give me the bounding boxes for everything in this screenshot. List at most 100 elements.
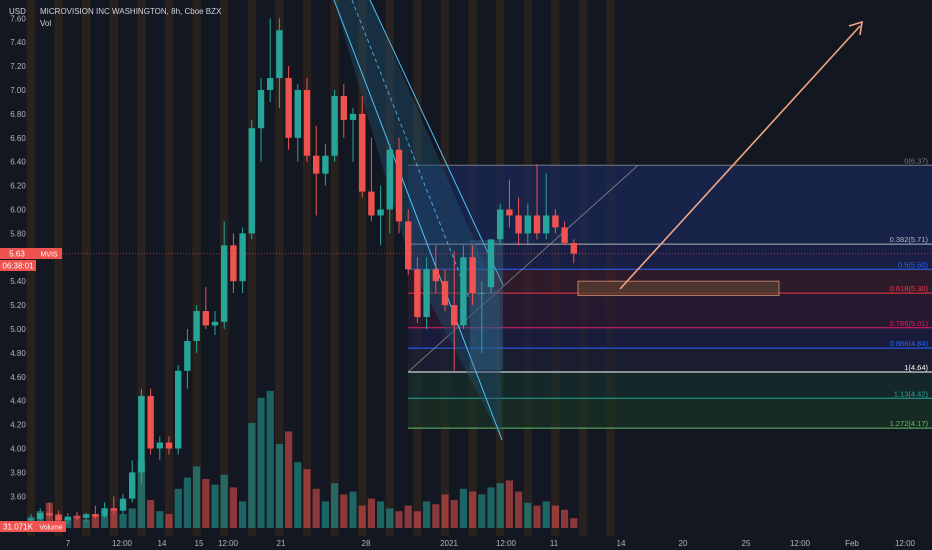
candle-body — [460, 257, 467, 326]
candle-body — [276, 30, 283, 79]
y-tick-label: 4.80 — [10, 349, 26, 358]
candle-body — [202, 311, 209, 326]
session-stripe — [109, 0, 118, 536]
volume-bar — [459, 488, 467, 528]
candle-body — [487, 239, 495, 288]
volume-bar — [367, 498, 375, 528]
volume-badge-value: 31.071K — [3, 523, 33, 532]
fib-trend-line[interactable] — [407, 164, 639, 373]
candle-body — [257, 90, 265, 129]
volume-bar — [487, 487, 495, 528]
candle-body — [221, 245, 228, 322]
x-tick-label: 12:00 — [895, 539, 916, 548]
candle-body — [37, 513, 44, 520]
volume-bar — [570, 518, 578, 528]
candle-body — [193, 311, 200, 341]
volume-bar — [193, 466, 201, 528]
volume-indicator-label[interactable]: Vol — [40, 19, 51, 28]
x-tick-label: 12:00 — [496, 539, 517, 548]
fibonacci-retracement[interactable]: 0(6.37) 0.382(5.71) 0.5(5.50) 0.618(5.30) 0.… — [407, 156, 932, 429]
y-tick-label: 6.00 — [10, 206, 26, 215]
volume-bar — [165, 514, 173, 528]
volume-bar — [73, 515, 81, 528]
session-stripe — [82, 0, 91, 536]
session-stripe — [192, 0, 201, 536]
fib-level-label: 1.13(4.42) — [894, 389, 929, 398]
volume-bar — [533, 505, 541, 528]
x-tick-label: 14 — [617, 539, 626, 548]
volume-bar — [183, 477, 191, 528]
candle-body — [543, 215, 550, 234]
session-stripe — [275, 0, 284, 536]
y-tick-label: 7.20 — [10, 62, 26, 71]
channel-line-upper[interactable] — [369, 0, 504, 286]
volume-bar — [174, 488, 182, 528]
fib-level-label: 0.382(5.71) — [890, 235, 929, 244]
candle-body — [386, 149, 393, 210]
volume-bar — [404, 505, 412, 528]
projection-arrow-line[interactable] — [619, 25, 861, 290]
candle-body — [239, 233, 246, 282]
volume-bar — [358, 505, 366, 528]
y-tick-label: 4.20 — [10, 421, 26, 430]
y-tick-label: 6.80 — [10, 110, 26, 119]
session-stripe — [137, 0, 146, 536]
candle-body — [441, 281, 449, 306]
fib-zone — [408, 244, 932, 270]
candle-body — [138, 395, 145, 473]
y-tick-label: 6.20 — [10, 182, 26, 191]
volume-bar — [239, 501, 247, 528]
candle-body — [340, 95, 347, 120]
volume-bar — [110, 509, 118, 528]
x-tick-label: 7 — [66, 539, 71, 548]
volume-bar — [147, 500, 155, 528]
volume-bar — [423, 501, 431, 528]
x-tick-label: 11 — [550, 539, 559, 548]
session-stripe — [302, 0, 312, 536]
candle-body — [92, 514, 99, 517]
volume-bar — [275, 444, 283, 528]
volume-bar — [478, 494, 486, 528]
y-tick-label: 5.40 — [10, 277, 26, 286]
candle-body — [405, 221, 412, 270]
drawings-layer[interactable] — [0, 20, 932, 297]
fib-level-label: 1(4.64) — [904, 363, 928, 372]
candle-body — [497, 209, 504, 240]
candle-body — [506, 209, 513, 216]
volume-bar — [266, 390, 274, 528]
candlestick-series — [27, 18, 577, 524]
candle-body — [129, 472, 136, 499]
fib-level-label: 0(6.37) — [904, 156, 928, 165]
volume-bar — [377, 501, 385, 528]
price-axis[interactable]: 7.60 7.40 7.20 7.00 6.80 6.60 6.40 6.20 6.00 5.80… — [10, 14, 26, 501]
volume-bar — [469, 491, 477, 528]
fib-level-label: 0.5(5.50) — [898, 260, 929, 269]
target-zone-box[interactable] — [577, 280, 780, 297]
candle-body — [414, 269, 421, 318]
volume-bar — [551, 505, 559, 528]
candle-body — [175, 370, 182, 449]
symbol-title[interactable]: MICROVISION INC WASHINGTON, 8h, Cboe BZX — [40, 7, 222, 16]
volume-bar — [229, 487, 237, 528]
y-tick-label: 3.60 — [10, 492, 26, 501]
time-axis-background — [0, 536, 932, 550]
trend-channel[interactable] — [333, 0, 504, 441]
candle-body — [533, 215, 541, 234]
y-tick-label: 7.60 — [10, 14, 26, 23]
candle-body — [83, 514, 90, 518]
volume-bar — [156, 511, 164, 528]
volume-bar — [432, 504, 440, 528]
volume-bar — [441, 494, 449, 528]
candle-body — [395, 149, 403, 222]
x-tick-label: 28 — [362, 539, 371, 548]
candle-body — [101, 508, 108, 517]
channel-line-lower[interactable] — [333, 0, 503, 441]
volume-bar — [312, 488, 320, 528]
time-axis[interactable]: 7 12:00 14 15 12:00 21 28 2021 12:00 11 14 20 25 12:0… — [0, 536, 932, 550]
volume-bar — [91, 514, 99, 528]
volume-bar — [561, 509, 569, 528]
fib-zone — [408, 372, 932, 399]
candle-body — [285, 78, 292, 138]
channel-midline[interactable] — [351, 0, 471, 301]
